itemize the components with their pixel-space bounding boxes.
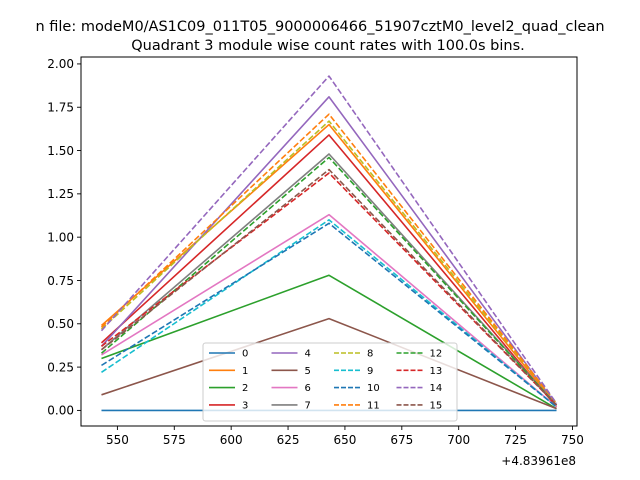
x-tick-label-675: 675 [390, 433, 413, 447]
legend-label-15: 15 [430, 401, 443, 412]
x-axis-offset-label: +4.83961e8 [501, 454, 576, 468]
series-line-2 [101, 274, 557, 410]
x-tick-label-650: 650 [333, 433, 356, 447]
legend-label-14: 14 [430, 383, 443, 394]
y-tick-label-4: 1.00 [47, 230, 74, 244]
x-tick-label-750: 750 [561, 433, 584, 447]
x-tick-label-625: 625 [277, 433, 300, 447]
chart-title: Quadrant 3 module wise count rates with … [131, 38, 525, 54]
figure-suptitle: n file: modeM0/AS1C09_011T05_9000006466_… [35, 19, 604, 35]
y-tick-label-8: 2.00 [47, 57, 74, 71]
series-line-6 [101, 213, 558, 408]
legend-label-8: 8 [367, 349, 373, 360]
legend-label-10: 10 [367, 383, 380, 394]
series-line-11 [100, 113, 558, 404]
y-tick-label-5: 1.25 [47, 187, 74, 201]
legend-label-12: 12 [430, 349, 443, 360]
series-line-3 [100, 134, 558, 408]
series-line-5 [101, 317, 557, 410]
series-line-9 [101, 219, 558, 408]
plot-area [80, 56, 578, 427]
y-tick-label-6: 1.50 [47, 144, 74, 158]
y-tick-label-1: 0.25 [47, 360, 74, 374]
legend-label-9: 9 [367, 366, 373, 377]
legend-label-5: 5 [305, 366, 311, 377]
series-line-13 [100, 172, 558, 406]
series-line-8 [100, 120, 558, 404]
y-tick-label-0: 0.00 [47, 404, 74, 418]
x-tick-label-600: 600 [220, 433, 243, 447]
legend-label-1: 1 [242, 366, 248, 377]
series-line-15 [100, 168, 558, 406]
series-line-4 [100, 96, 558, 406]
legend-label-11: 11 [367, 401, 380, 412]
x-tick-label-700: 700 [447, 433, 470, 447]
y-tick-label-2: 0.50 [47, 317, 74, 331]
legend-label-13: 13 [430, 366, 443, 377]
x-axis: 550 575 600 625 650 675 700 725 750 [106, 426, 584, 447]
series-line-12 [100, 156, 558, 406]
series-line-10 [101, 222, 558, 408]
x-tick-label-725: 725 [504, 433, 527, 447]
series-layer [100, 75, 558, 412]
legend-label-6: 6 [305, 383, 311, 394]
x-tick-label-575: 575 [163, 433, 186, 447]
legend-label-7: 7 [305, 401, 311, 412]
legend-label-4: 4 [305, 349, 311, 360]
axes-frame [80, 56, 578, 427]
legend-label-2: 2 [242, 383, 248, 394]
y-tick-label-3: 0.75 [47, 274, 74, 288]
legend-label-0: 0 [242, 349, 248, 360]
legend-label-3: 3 [242, 401, 248, 412]
y-axis: 0.00 0.25 0.50 0.75 1.00 1.25 1.50 1.75 2.00 [47, 57, 81, 418]
series-line-1 [100, 123, 558, 406]
x-tick-label-550: 550 [106, 433, 129, 447]
legend-box [202, 342, 458, 422]
y-tick-label-7: 1.75 [47, 101, 74, 115]
series-line-14 [100, 75, 558, 404]
